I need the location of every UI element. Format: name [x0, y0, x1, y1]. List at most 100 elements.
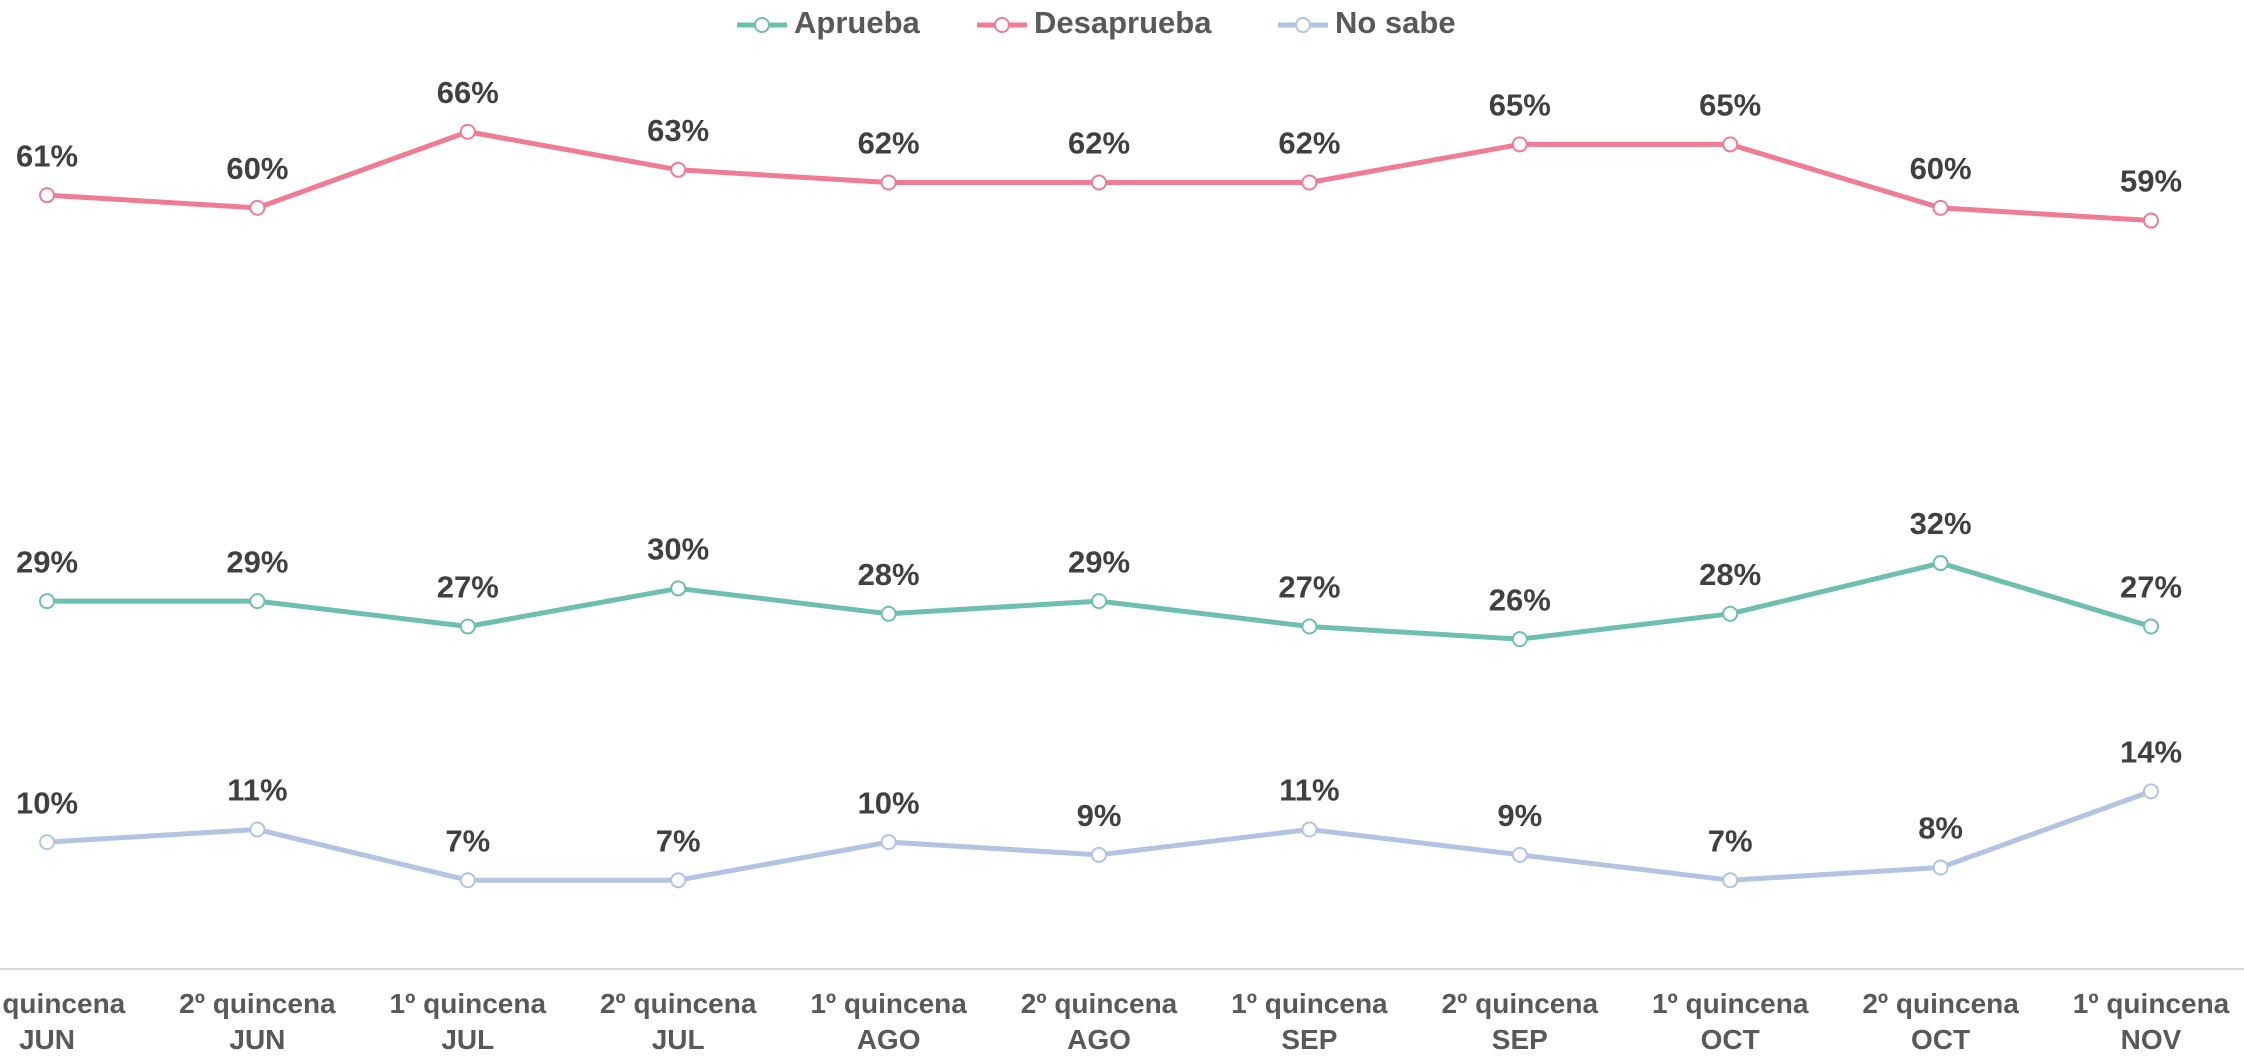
point: [39, 187, 55, 204]
x-tick-label-line: SEP: [1281, 1024, 1337, 1055]
x-tick-label-line: JUN: [19, 1024, 75, 1055]
point: [459, 618, 476, 635]
point: [670, 580, 687, 597]
x-tick-label-line: JUL: [441, 1024, 494, 1055]
point: [1511, 631, 1528, 648]
data-label: 11%: [1279, 773, 1339, 808]
data-label: 10%: [858, 785, 920, 820]
x-tick-label: 2º quincena JUN: [179, 988, 336, 1055]
data-label: 59%: [2120, 164, 2182, 199]
x-tick-label: 1º quincena NOV: [2073, 988, 2230, 1055]
x-tick-label-line: 1º quincena: [2073, 988, 2230, 1019]
point: [1301, 821, 1318, 838]
point: [880, 605, 897, 622]
point: [1932, 859, 1949, 876]
point: [1091, 846, 1107, 863]
point: [2143, 618, 2159, 635]
point: [459, 123, 476, 140]
legend-marker: [754, 17, 770, 33]
x-tick-label-line: 2º quincena: [1442, 988, 1599, 1019]
data-label: 63%: [647, 113, 709, 148]
x-tick-label-line: 1º quincena: [1652, 988, 1809, 1019]
point: [670, 872, 687, 889]
x-tick-label-line: 2º quincena: [1862, 988, 2019, 1019]
point: [1091, 593, 1107, 610]
x-tick-label-line: OCT: [1701, 1024, 1760, 1055]
x-tick-label-line: 1º quincena: [1231, 988, 1388, 1019]
point: [2143, 212, 2159, 229]
data-label: 7%: [445, 823, 490, 858]
point: [2143, 783, 2159, 800]
data-label: 7%: [1708, 823, 1753, 858]
x-tick-label-line: AGO: [1067, 1024, 1131, 1055]
point: [1932, 199, 1949, 216]
data-label: 62%: [1278, 126, 1340, 161]
data-label: 28%: [858, 557, 920, 592]
x-tick-label: 2º quincena OCT: [1862, 988, 2019, 1055]
data-label: 9%: [1077, 798, 1122, 833]
data-label: 62%: [858, 126, 920, 161]
data-label: 60%: [226, 151, 288, 186]
data-label: 9%: [1497, 798, 1542, 833]
data-label: 27%: [2120, 570, 2182, 605]
x-tick-label-line: 2º quincena: [179, 988, 336, 1019]
data-label: 26%: [1489, 582, 1551, 617]
data-label: 65%: [1489, 88, 1551, 123]
x-tick-label: 2º quincena AGO: [1021, 988, 1178, 1055]
x-tick-label: 1º quincena OCT: [1652, 988, 1809, 1055]
x-tick-label-line: NOV: [2121, 1024, 2182, 1055]
data-label: 7%: [656, 823, 701, 858]
x-tick-label-line: AGO: [857, 1024, 921, 1055]
x-tick-label-line: JUN: [229, 1024, 285, 1055]
data-label: 29%: [1068, 544, 1130, 579]
point: [1511, 136, 1528, 153]
data-label: 10%: [16, 785, 78, 820]
data-label: 28%: [1699, 557, 1761, 592]
x-tick-label: 2º quincena JUL: [600, 988, 757, 1055]
legend-label: Desaprueba: [1034, 5, 1212, 40]
x-tick-label-line: 1º quincena: [0, 988, 126, 1019]
data-label: 11%: [227, 773, 287, 808]
x-tick-label-line: 2º quincena: [600, 988, 757, 1019]
point: [249, 821, 266, 838]
point: [249, 199, 266, 216]
x-tick-label-line: 1º quincena: [810, 988, 967, 1019]
point: [249, 593, 266, 610]
point: [1301, 174, 1318, 191]
x-tick-label-line: OCT: [1911, 1024, 1970, 1055]
point: [1722, 872, 1739, 889]
x-tick-label: 1º quincena SEP: [1231, 988, 1388, 1055]
point: [880, 174, 897, 191]
point: [39, 834, 55, 851]
legend-marker: [1295, 17, 1311, 33]
data-label: 14%: [2120, 735, 2182, 770]
x-tick-label: 1º quincena JUN: [0, 988, 126, 1055]
point: [1722, 605, 1739, 622]
data-label: 27%: [437, 570, 499, 605]
x-tick-label: 1º quincena JUL: [390, 988, 547, 1055]
point: [670, 161, 687, 178]
data-label: 61%: [16, 138, 78, 173]
data-label: 29%: [226, 544, 288, 579]
point: [39, 593, 55, 610]
x-tick-label-line: JUL: [652, 1024, 705, 1055]
legend-marker: [994, 17, 1010, 33]
data-label: 65%: [1699, 88, 1761, 123]
data-label: 27%: [1278, 570, 1340, 605]
x-tick-label-line: 2º quincena: [1021, 988, 1178, 1019]
data-label: 32%: [1910, 506, 1972, 541]
x-tick-label-line: 1º quincena: [390, 988, 547, 1019]
data-label: 29%: [16, 544, 78, 579]
x-tick-label: 1º quincena AGO: [810, 988, 967, 1055]
point: [459, 872, 476, 889]
point: [1722, 136, 1739, 153]
data-label: 30%: [647, 532, 709, 567]
point: [1301, 618, 1318, 635]
data-label: 66%: [437, 75, 499, 110]
data-label: 62%: [1068, 126, 1130, 161]
x-tick-label: 2º quincena SEP: [1442, 988, 1599, 1055]
point: [880, 834, 897, 851]
data-label: 8%: [1918, 811, 1963, 846]
point: [1511, 846, 1528, 863]
